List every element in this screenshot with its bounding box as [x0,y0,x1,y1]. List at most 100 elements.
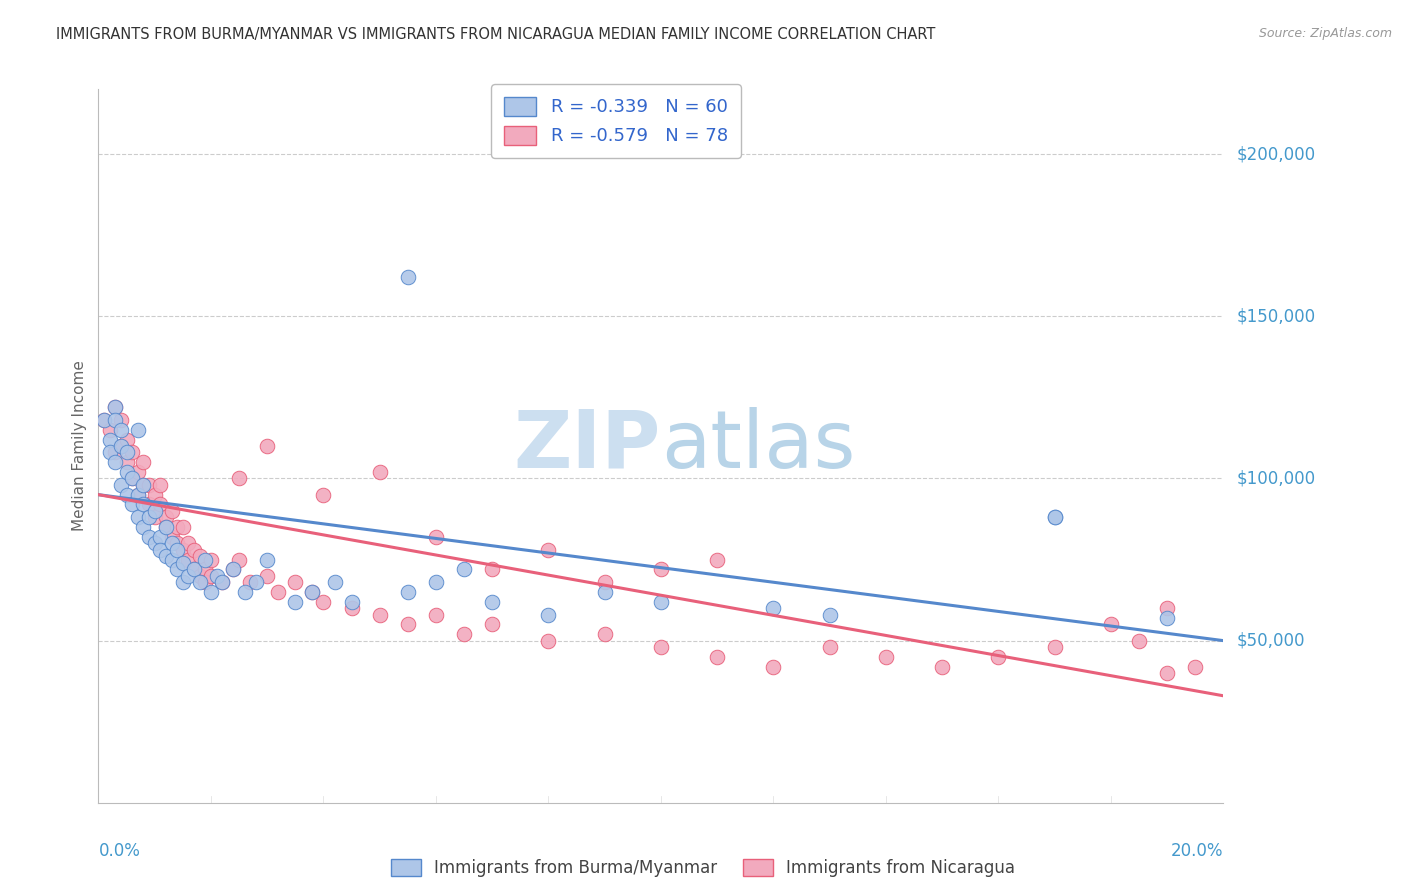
Point [425,575,447,590]
Point [104,445,127,459]
Point [194,575,217,590]
Point [650,595,672,609]
Point [160,504,183,518]
Point [143,488,166,502]
Point [172,575,194,590]
Point [166,520,188,534]
Point [396,617,419,632]
Point [127,423,149,437]
Point [481,617,503,632]
Point [1128,633,1150,648]
Point [155,510,177,524]
Point [132,455,155,469]
Point [256,552,278,566]
Point [706,552,728,566]
Point [931,659,953,673]
Point [172,556,194,570]
Point [115,465,138,479]
Point [149,497,172,511]
Point [537,633,560,648]
Point [160,552,183,566]
Text: $200,000: $200,000 [1237,145,1316,163]
Point [155,520,177,534]
Point [239,575,262,590]
Point [1043,510,1066,524]
Text: $150,000: $150,000 [1237,307,1316,326]
Point [132,497,155,511]
Point [200,585,222,599]
Point [233,585,256,599]
Point [93,413,115,427]
Legend: R = -0.339   N = 60, R = -0.579   N = 78: R = -0.339 N = 60, R = -0.579 N = 78 [491,84,741,158]
Point [183,562,205,576]
Point [312,595,335,609]
Point [143,510,166,524]
Text: Source: ZipAtlas.com: Source: ZipAtlas.com [1258,27,1392,40]
Point [706,649,728,664]
Point [115,445,138,459]
Point [593,627,616,641]
Point [284,575,307,590]
Point [104,400,127,414]
Point [110,478,132,492]
Point [155,549,177,564]
Point [115,455,138,469]
Point [188,568,211,582]
Point [453,562,475,576]
Point [177,552,200,566]
Point [481,562,503,576]
Point [132,478,155,492]
Text: IMMIGRANTS FROM BURMA/MYANMAR VS IMMIGRANTS FROM NICARAGUA MEDIAN FAMILY INCOME : IMMIGRANTS FROM BURMA/MYANMAR VS IMMIGRA… [56,27,935,42]
Point [104,455,127,469]
Point [396,270,419,285]
Point [340,595,363,609]
Point [1043,510,1066,524]
Point [149,478,172,492]
Point [121,471,143,485]
Point [312,488,335,502]
Point [149,542,172,557]
Point [115,433,138,447]
Point [256,568,278,582]
Point [650,640,672,654]
Point [200,552,222,566]
Point [127,465,149,479]
Point [256,439,278,453]
Point [149,530,172,544]
Point [222,562,245,576]
Point [138,530,160,544]
Point [211,575,233,590]
Point [481,595,503,609]
Point [818,607,841,622]
Point [340,601,363,615]
Point [110,413,132,427]
Point [177,568,200,582]
Point [818,640,841,654]
Point [762,659,785,673]
Text: ZIP: ZIP [513,407,661,485]
Point [1043,640,1066,654]
Point [143,536,166,550]
Point [127,510,149,524]
Point [143,504,166,518]
Point [228,552,250,566]
Point [194,562,217,576]
Point [138,497,160,511]
Point [425,530,447,544]
Point [110,439,132,453]
Point [211,575,233,590]
Point [98,445,121,459]
Point [110,439,132,453]
Point [650,562,672,576]
Point [194,552,217,566]
Point [121,471,143,485]
Point [425,607,447,622]
Point [228,471,250,485]
Point [537,542,560,557]
Point [121,445,143,459]
Point [1156,601,1178,615]
Point [172,542,194,557]
Point [222,562,245,576]
Point [183,562,205,576]
Point [98,423,121,437]
